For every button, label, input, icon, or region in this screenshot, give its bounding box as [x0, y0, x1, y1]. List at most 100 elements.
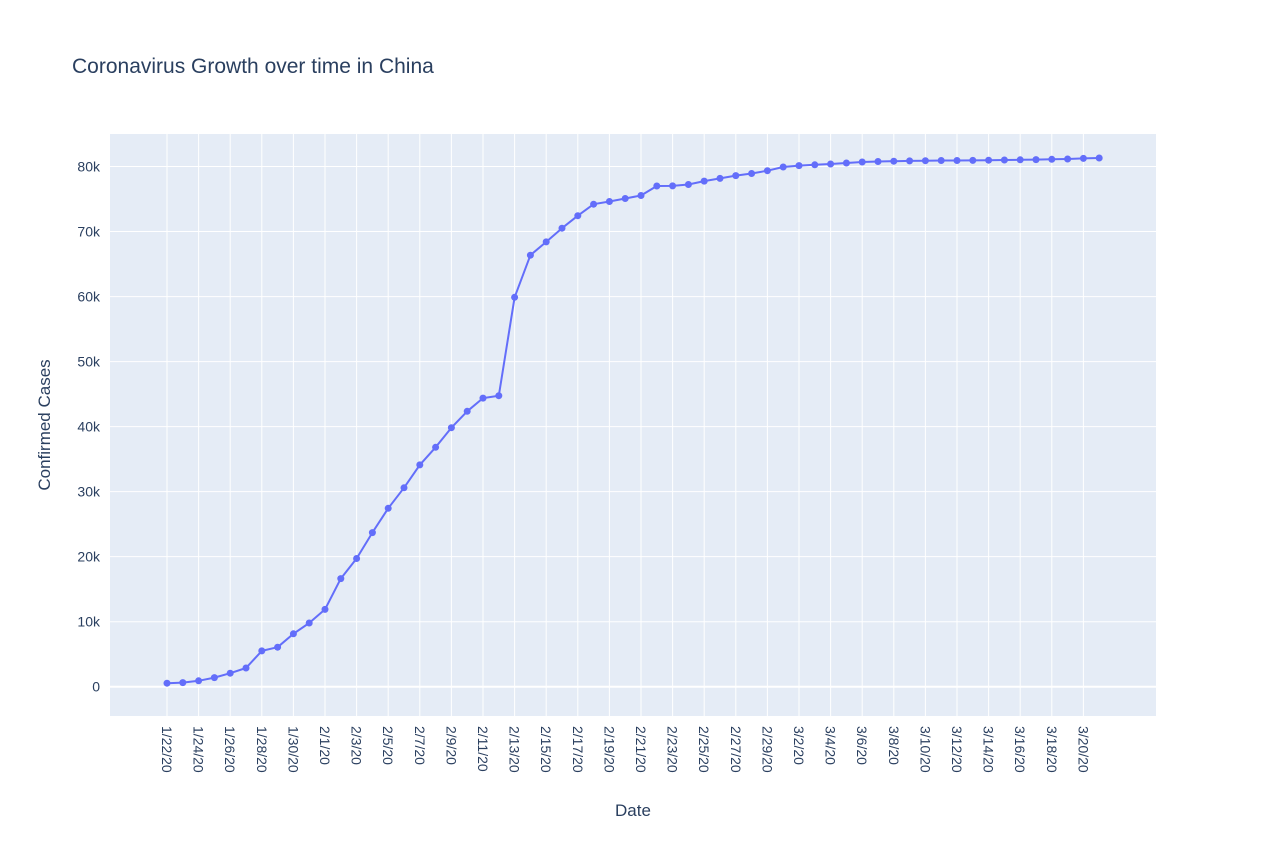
- data-point[interactable]: [337, 575, 345, 583]
- x-tick-label: 3/12/20: [949, 726, 965, 773]
- y-tick-label: 10k: [77, 614, 101, 630]
- data-point[interactable]: [779, 163, 787, 171]
- y-tick-label: 80k: [77, 159, 101, 175]
- data-point[interactable]: [858, 158, 866, 166]
- x-tick-label: 2/19/20: [601, 726, 617, 773]
- data-point[interactable]: [921, 157, 929, 165]
- x-tick-label: 2/11/20: [475, 726, 491, 772]
- data-point[interactable]: [669, 182, 677, 190]
- data-point[interactable]: [432, 443, 440, 451]
- data-point[interactable]: [447, 424, 455, 432]
- data-point[interactable]: [289, 630, 297, 638]
- data-point[interactable]: [163, 679, 171, 687]
- x-tick-label: 1/26/20: [222, 726, 238, 773]
- data-point[interactable]: [384, 504, 392, 512]
- data-point[interactable]: [353, 555, 361, 562]
- data-point[interactable]: [874, 158, 882, 165]
- x-tick-label: 3/16/20: [1012, 726, 1028, 773]
- x-tick-label: 2/1/20: [317, 726, 333, 765]
- data-point[interactable]: [479, 394, 487, 402]
- x-tick-label: 3/10/20: [917, 726, 933, 773]
- data-point[interactable]: [621, 195, 629, 202]
- x-tick-labels: 1/22/20 1/24/20 1/26/20 1/28/20 1/30/20 2/1/2…: [159, 726, 1091, 773]
- data-point[interactable]: [953, 157, 961, 164]
- y-tick-label: 30k: [77, 484, 101, 500]
- x-axis-title: Date: [615, 801, 651, 820]
- data-point[interactable]: [1095, 154, 1103, 162]
- data-point[interactable]: [827, 160, 835, 168]
- x-tick-label: 2/17/20: [570, 726, 586, 773]
- y-axis-title: Confirmed Cases: [35, 359, 54, 490]
- data-point[interactable]: [590, 200, 598, 208]
- data-point[interactable]: [179, 679, 187, 687]
- data-point[interactable]: [1032, 156, 1040, 164]
- data-point[interactable]: [748, 170, 756, 177]
- data-point[interactable]: [495, 392, 503, 400]
- x-tick-label: 2/27/20: [728, 726, 744, 773]
- x-tick-label: 1/30/20: [285, 726, 301, 773]
- x-tick-label: 2/9/20: [443, 726, 459, 765]
- y-gridlines: [110, 166, 1156, 623]
- data-point[interactable]: [511, 293, 519, 301]
- data-point[interactable]: [1016, 156, 1024, 164]
- data-point[interactable]: [732, 172, 740, 180]
- data-point[interactable]: [242, 664, 250, 672]
- data-point[interactable]: [463, 407, 471, 415]
- y-tick-label: 40k: [77, 419, 101, 435]
- data-point[interactable]: [1079, 154, 1087, 162]
- x-tick-label: 2/7/20: [412, 726, 428, 765]
- y-tick-label: 20k: [77, 549, 101, 565]
- data-point[interactable]: [653, 182, 661, 190]
- x-tick-label: 2/29/20: [759, 726, 775, 773]
- data-point[interactable]: [305, 619, 313, 627]
- data-point[interactable]: [1064, 155, 1072, 163]
- x-gridlines: [166, 134, 1084, 716]
- data-point[interactable]: [906, 157, 914, 165]
- y-tick-labels: 0 10k 20k 30k 40k 50k 60k 70k 80k: [77, 159, 101, 695]
- data-point[interactable]: [210, 674, 218, 682]
- x-tick-label: 2/3/20: [349, 726, 365, 765]
- data-point[interactable]: [684, 181, 692, 188]
- data-point[interactable]: [226, 669, 234, 677]
- x-tick-label: 3/14/20: [981, 726, 997, 773]
- series-markers: [163, 154, 1103, 687]
- data-point[interactable]: [368, 529, 376, 537]
- data-point[interactable]: [321, 605, 329, 613]
- data-point[interactable]: [969, 156, 977, 164]
- data-point[interactable]: [985, 156, 993, 164]
- data-point[interactable]: [274, 643, 282, 651]
- x-tick-label: 1/24/20: [191, 726, 207, 773]
- data-point[interactable]: [763, 167, 771, 175]
- data-point[interactable]: [558, 224, 566, 232]
- data-point[interactable]: [574, 212, 582, 220]
- x-tick-label: 2/13/20: [507, 726, 523, 773]
- data-point[interactable]: [700, 177, 708, 185]
- x-tick-label: 2/15/20: [538, 726, 554, 773]
- data-point[interactable]: [258, 647, 266, 655]
- x-tick-label: 3/2/20: [791, 726, 807, 765]
- x-tick-label: 2/23/20: [665, 726, 681, 773]
- plot-background: [110, 134, 1156, 716]
- x-tick-label: 2/21/20: [633, 726, 649, 773]
- data-point[interactable]: [716, 174, 724, 182]
- data-point[interactable]: [637, 192, 645, 199]
- data-point[interactable]: [1000, 156, 1008, 164]
- y-tick-label: 70k: [77, 224, 101, 240]
- x-tick-label: 1/22/20: [159, 726, 175, 773]
- data-point[interactable]: [195, 677, 203, 685]
- data-point[interactable]: [542, 238, 550, 246]
- x-tick-label: 3/8/20: [886, 726, 902, 765]
- data-point[interactable]: [526, 251, 534, 259]
- data-point[interactable]: [400, 484, 408, 492]
- data-point[interactable]: [811, 161, 819, 169]
- data-point[interactable]: [416, 461, 424, 469]
- x-tick-label: 3/18/20: [1044, 726, 1060, 773]
- data-point[interactable]: [795, 162, 803, 170]
- data-point[interactable]: [890, 157, 898, 165]
- x-tick-label: 3/6/20: [854, 726, 870, 765]
- data-point[interactable]: [842, 159, 850, 167]
- data-point[interactable]: [937, 157, 945, 164]
- data-point[interactable]: [605, 198, 613, 205]
- data-point[interactable]: [1048, 155, 1056, 163]
